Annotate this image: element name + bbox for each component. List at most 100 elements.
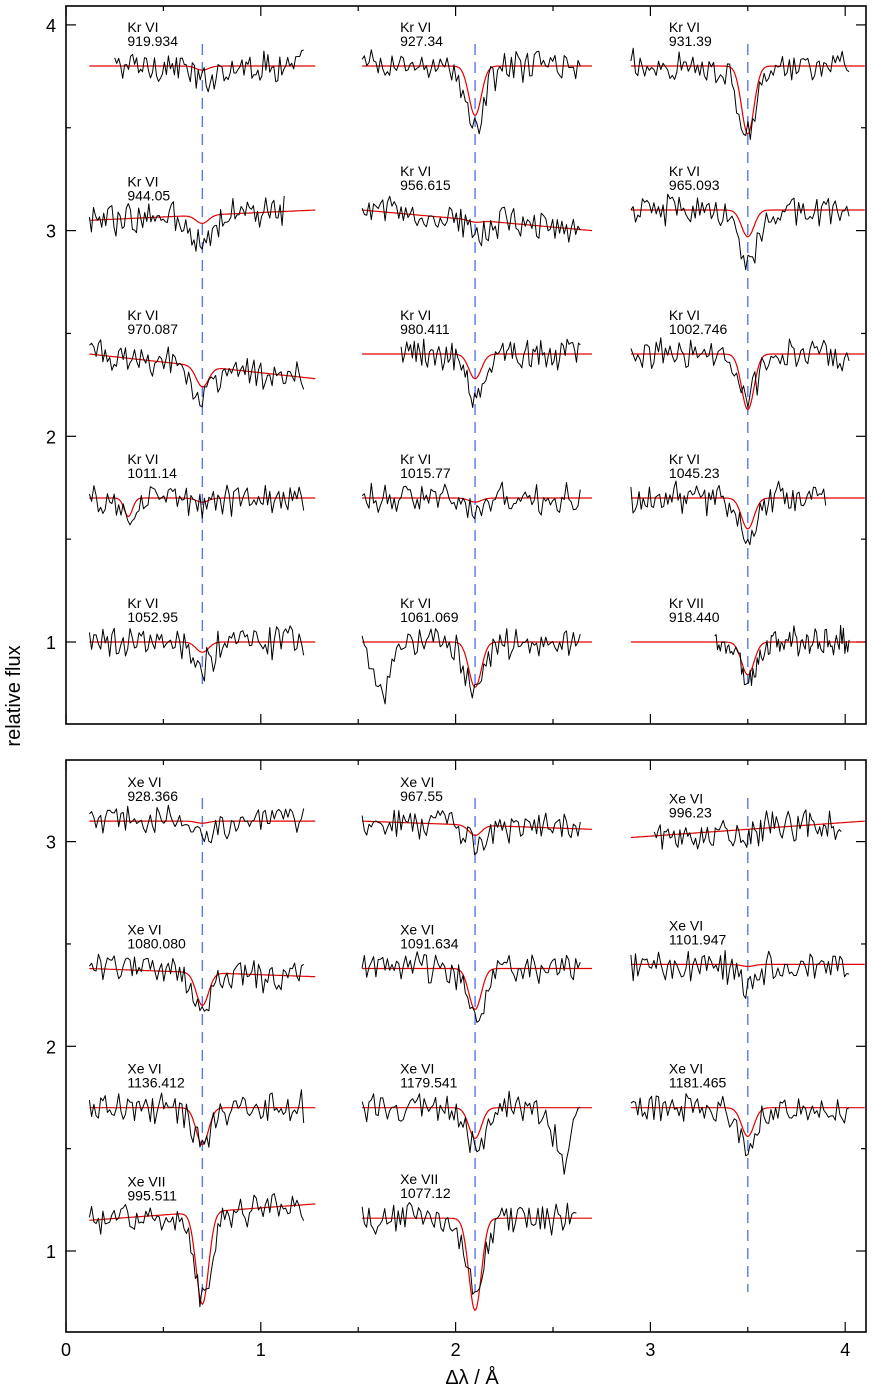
observed-spectrum-line — [653, 809, 842, 850]
observed-spectrum-line — [361, 628, 581, 705]
ion-label: Xe VII — [400, 1171, 438, 1187]
ion-label: Kr VI — [400, 595, 431, 611]
ion-label: Xe VI — [669, 1061, 703, 1077]
observed-spectrum-line — [361, 809, 581, 856]
x-tick-label: 4 — [840, 1340, 850, 1360]
ion-label: Xe VI — [669, 791, 703, 807]
model-spectrum-line — [630, 353, 865, 411]
wavelength-label: 927.34 — [400, 33, 443, 49]
model-spectrum-line — [630, 820, 865, 839]
ion-label: Kr VI — [127, 19, 158, 35]
observed-spectrum-line — [630, 950, 850, 999]
ion-label: Kr VI — [669, 19, 700, 35]
ion-label: Xe VII — [127, 1173, 165, 1189]
y-tick-label: 2 — [46, 1037, 56, 1057]
wavelength-label: 1002.746 — [669, 321, 728, 337]
ion-label: Xe VI — [400, 922, 434, 938]
observed-spectrum-line — [630, 480, 827, 546]
ion-label: Kr VI — [127, 595, 158, 611]
ion-label: Kr VI — [400, 19, 431, 35]
model-spectrum-line — [89, 1107, 316, 1146]
ion-label: Kr VII — [669, 595, 704, 611]
x-tick-label: 0 — [61, 1340, 71, 1360]
ion-label: Kr VI — [400, 451, 431, 467]
wavelength-label: 1181.465 — [669, 1075, 727, 1091]
observed-spectrum-line — [88, 195, 285, 252]
wavelength-label: 918.440 — [669, 609, 720, 625]
model-spectrum-line — [89, 820, 316, 824]
x-tick-label: 2 — [451, 1340, 461, 1360]
wavelength-label: 944.05 — [127, 187, 170, 203]
observed-spectrum-line — [361, 49, 581, 135]
wavelength-label: 996.23 — [669, 805, 712, 821]
model-spectrum-line — [630, 209, 865, 238]
ion-label: Kr VI — [669, 451, 700, 467]
model-spectrum-line — [362, 641, 592, 688]
wavelength-label: 1080.080 — [127, 936, 186, 952]
ion-label: Kr VI — [400, 307, 431, 323]
wavelength-label: 928.366 — [127, 788, 178, 804]
ion-label: Xe VI — [127, 1061, 161, 1077]
wavelength-label: 970.087 — [127, 321, 178, 337]
observed-spectrum-line — [361, 951, 581, 1023]
wavelength-label: 967.55 — [400, 788, 443, 804]
ion-label: Kr VI — [669, 163, 700, 179]
observed-spectrum-line — [630, 1093, 850, 1157]
wavelength-label: 931.39 — [669, 33, 712, 49]
observed-spectrum-line — [714, 624, 850, 686]
model-spectrum-line — [362, 65, 592, 117]
observed-spectrum-line — [361, 195, 581, 247]
x-tick-label: 1 — [256, 1340, 266, 1360]
model-spectrum-line — [89, 209, 316, 225]
axis-labels: relative flux Δλ / Å — [3, 645, 499, 1389]
observed-spectrum-line — [361, 1202, 577, 1295]
wavelength-label: 956.615 — [400, 177, 451, 193]
observed-spectrum-line — [88, 1089, 305, 1148]
ion-label: Xe VI — [127, 774, 161, 790]
model-spectrum-line — [89, 497, 316, 518]
model-spectrum-line — [362, 497, 592, 503]
wavelength-label: 1011.14 — [127, 465, 177, 481]
observed-spectrum-line — [630, 47, 850, 140]
y-axis-label: relative flux — [3, 645, 25, 746]
ion-label: Kr VI — [127, 451, 158, 467]
wavelength-label: 995.511 — [127, 1187, 177, 1203]
wavelength-label: 980.411 — [400, 321, 450, 337]
model-spectrum-line — [89, 1203, 316, 1306]
ion-label: Xe VI — [400, 1061, 434, 1077]
model-spectrum-line — [630, 65, 865, 135]
observed-spectrum-line — [88, 625, 305, 682]
wavelength-label: 919.934 — [127, 33, 178, 49]
wavelength-label: 1052.95 — [127, 609, 178, 625]
y-tick-label: 4 — [46, 16, 56, 36]
observed-spectrum-line — [400, 338, 581, 408]
ion-label: Xe VI — [669, 917, 703, 933]
observed-spectrum-line — [361, 1090, 581, 1175]
ion-label: Kr VI — [127, 173, 158, 189]
observed-spectrum-line — [630, 193, 850, 271]
observed-spectrum-line — [88, 1193, 305, 1308]
model-spectrum-line — [362, 353, 592, 380]
ion-label: Xe VI — [400, 774, 434, 790]
observed-spectrum-line — [114, 49, 304, 93]
observed-spectrum-line — [630, 337, 850, 408]
wavelength-label: 1015.77 — [400, 465, 451, 481]
